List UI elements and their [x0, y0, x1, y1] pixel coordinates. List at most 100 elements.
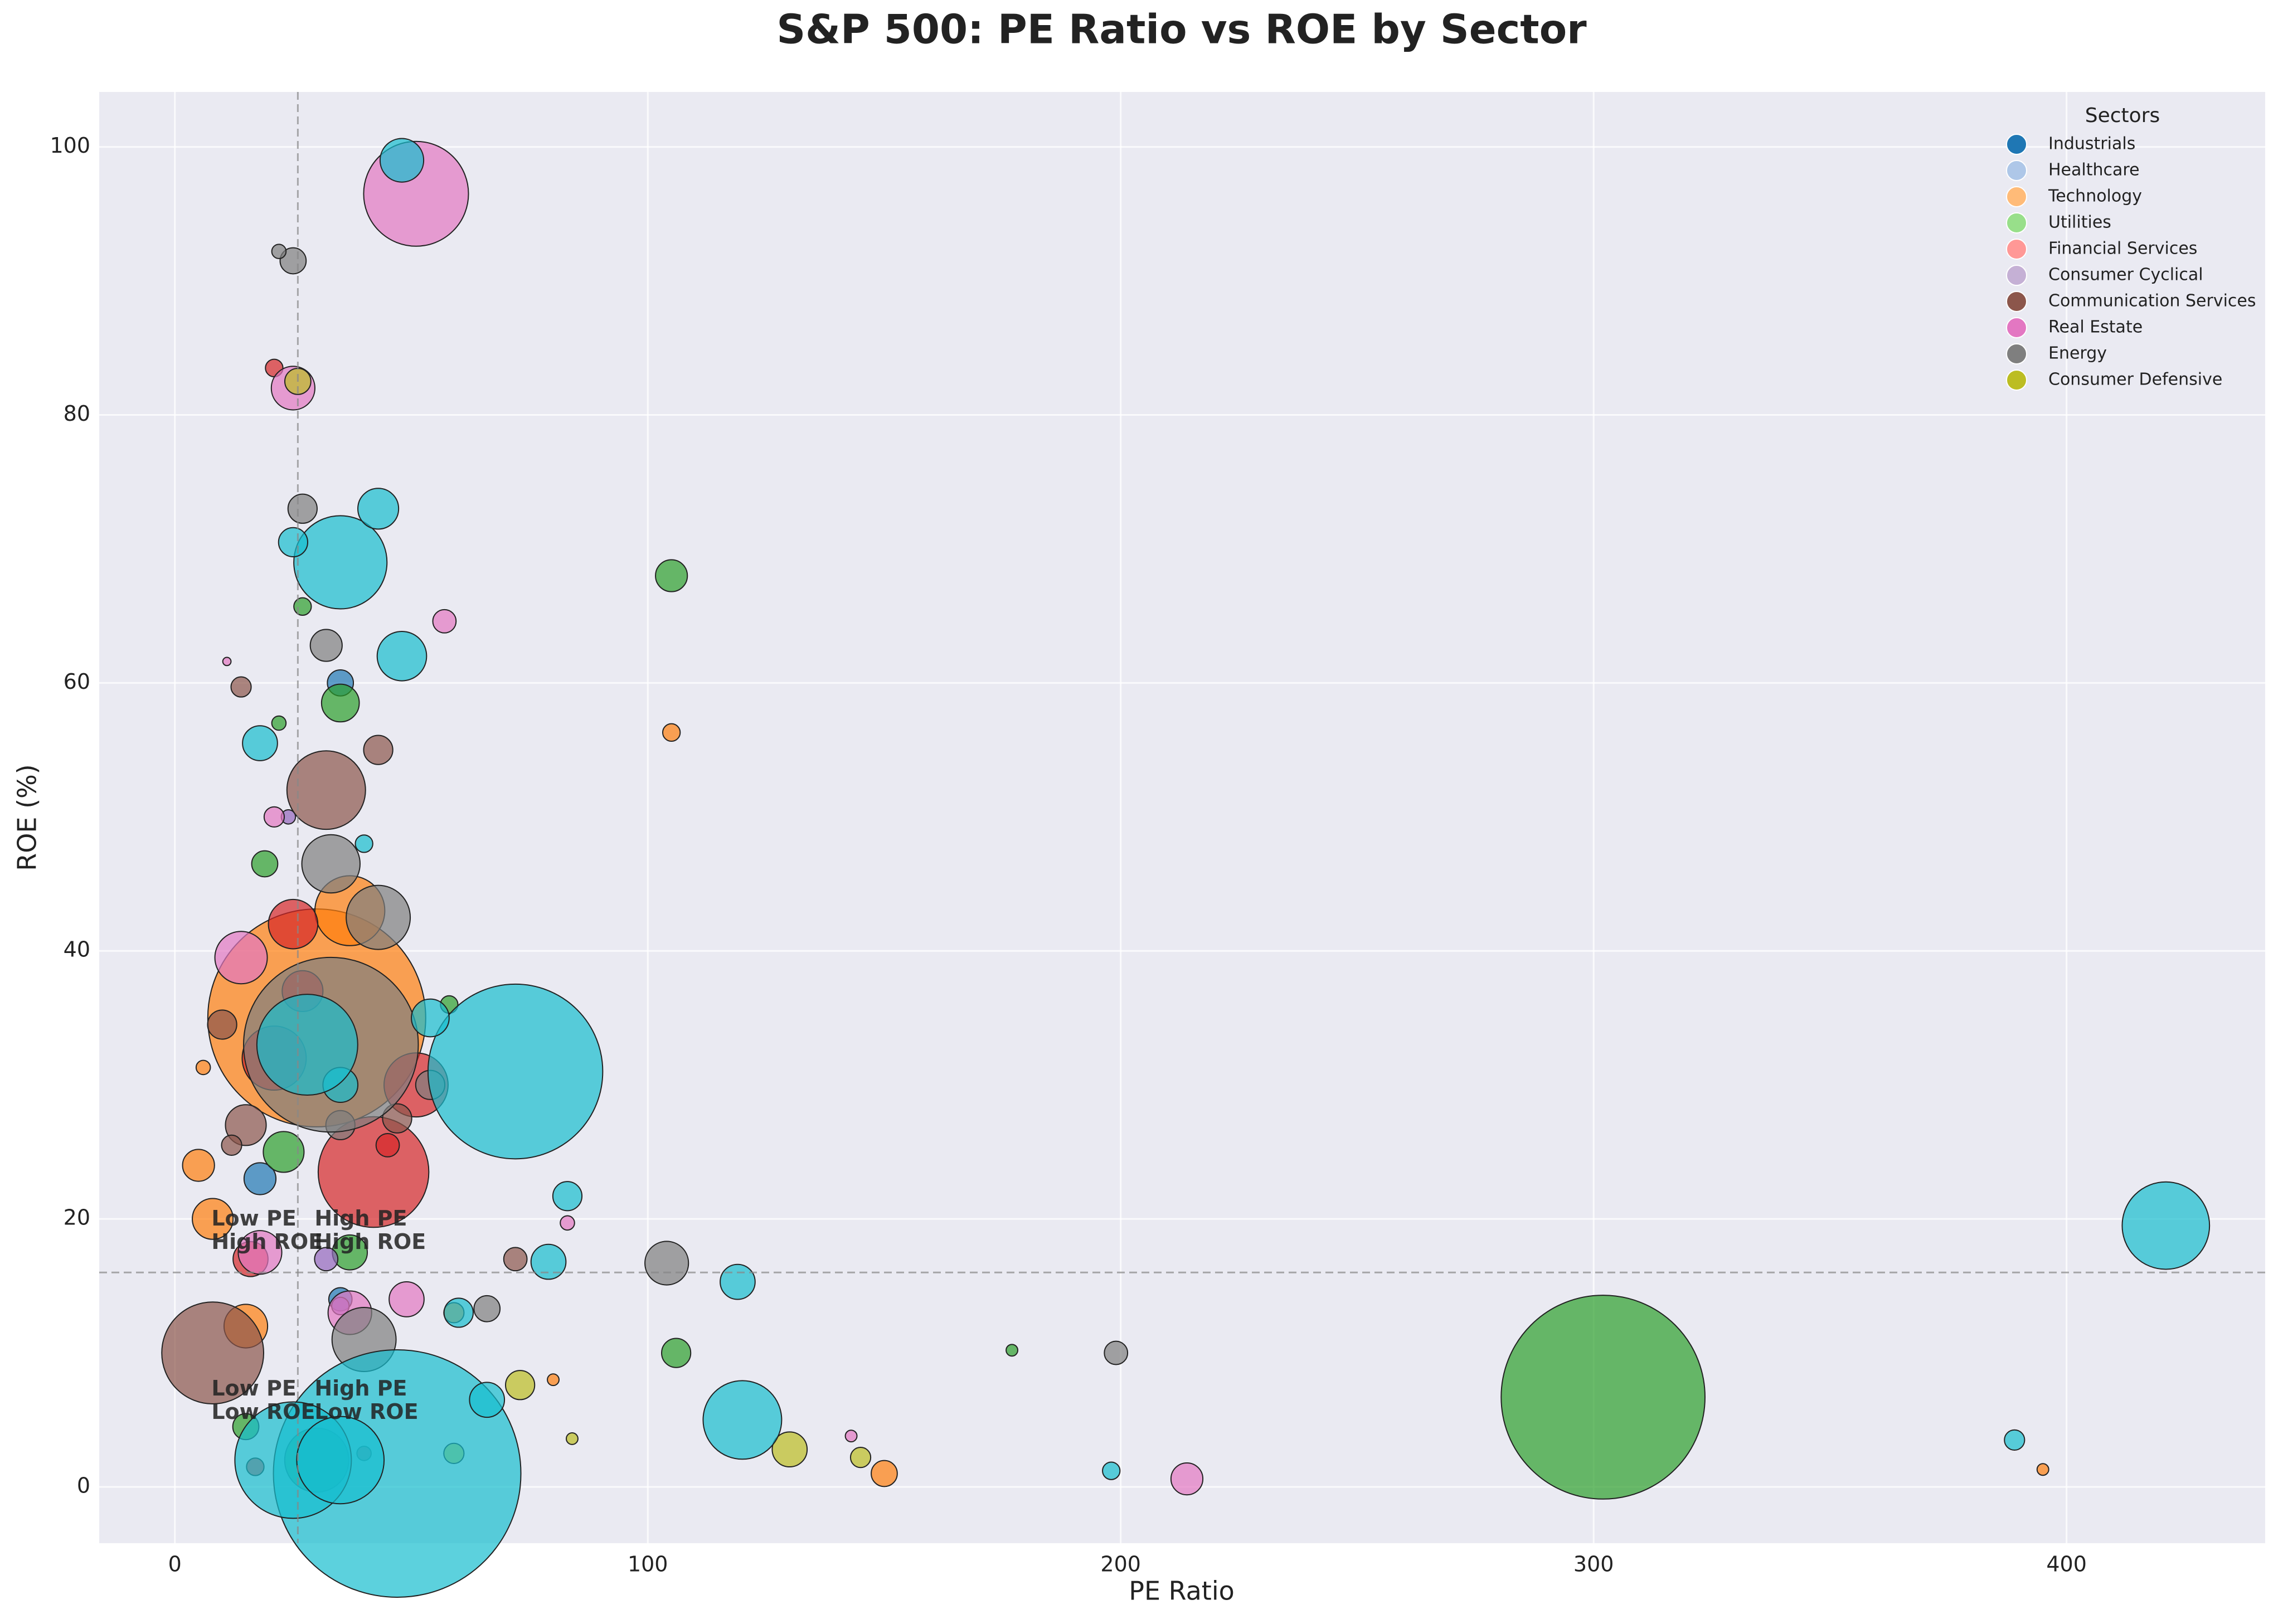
bubble [530, 1243, 567, 1280]
y-tick-label: 80 [64, 401, 90, 426]
quadrant-annotation: Low ROE [314, 1399, 418, 1424]
bubble [263, 1131, 305, 1173]
bubble [278, 527, 308, 558]
chart-title: S&P 500: PE Ratio vs ROE by Sector [776, 6, 1587, 53]
legend-marker [2006, 291, 2027, 312]
bubble [279, 247, 307, 275]
x-tick-label: 400 [2046, 1552, 2087, 1577]
bubble [243, 1162, 277, 1195]
y-tick-label: 40 [64, 937, 90, 962]
y-tick-label: 20 [64, 1205, 90, 1230]
bubble [411, 998, 450, 1038]
quadrant-annotation: Low ROE [211, 1399, 315, 1424]
legend-label: Communication Services [2048, 291, 2256, 311]
bubble [207, 1009, 237, 1040]
bubble [1170, 1462, 1204, 1496]
bubble [296, 1416, 385, 1505]
quadrant-annotation: High ROE [211, 1229, 323, 1254]
legend-marker [2006, 369, 2027, 391]
bubble [1102, 1461, 1121, 1480]
x-tick-label: 0 [168, 1552, 182, 1577]
bubble [375, 1132, 400, 1158]
bubble [547, 1373, 560, 1387]
y-axis-label: ROE (%) [12, 764, 42, 871]
bubble [256, 994, 358, 1096]
bubble [221, 1134, 242, 1156]
legend-marker [2006, 317, 2027, 338]
bubble [849, 1447, 872, 1469]
legend-label: Consumer Defensive [2048, 370, 2222, 390]
x-tick-label: 300 [1573, 1552, 1614, 1577]
legend-marker [2006, 239, 2027, 260]
bubble [222, 657, 232, 667]
x-tick-label: 200 [1100, 1552, 1141, 1577]
quadrant-annotation: High ROE [314, 1229, 426, 1254]
bubble [505, 1370, 536, 1401]
legend-label: Energy [2048, 344, 2107, 363]
bubble [314, 1247, 339, 1272]
bubble [771, 1431, 808, 1468]
bubble [346, 884, 411, 950]
bubble [552, 1181, 583, 1212]
bubble [560, 1215, 575, 1231]
legend-marker [2006, 134, 2027, 155]
y-tick-label: 100 [50, 133, 90, 158]
legend-label: Consumer Cyclical [2048, 265, 2203, 285]
legend-label: Healthcare [2048, 161, 2140, 180]
legend-label: Financial Services [2048, 239, 2197, 259]
bubble [287, 493, 318, 524]
bubble [161, 1301, 265, 1404]
bubble [473, 1295, 501, 1322]
legend-marker [2006, 186, 2027, 207]
bubble [263, 806, 285, 828]
bubble [376, 630, 428, 682]
bubble [195, 1059, 211, 1076]
legend-label: Industrials [2048, 134, 2135, 154]
legend-label: Technology [2048, 187, 2142, 206]
bubble [388, 1281, 425, 1317]
legend-marker [2006, 343, 2027, 364]
bubble [320, 683, 360, 723]
bubble [242, 725, 278, 761]
quadrant-annotation: Low PE [211, 1376, 296, 1401]
bubble [309, 629, 343, 662]
legend-marker [2006, 212, 2027, 234]
legend-marker [2006, 160, 2027, 181]
bubble [469, 1382, 506, 1418]
bubble [443, 1297, 474, 1328]
bubble [357, 488, 400, 530]
y-tick-label: 0 [77, 1474, 90, 1498]
bubble [432, 609, 457, 634]
bubble [363, 735, 394, 765]
bubble [230, 676, 252, 698]
bubble [182, 1149, 215, 1182]
x-tick-label: 100 [628, 1552, 668, 1577]
legend-title: Sectors [2085, 104, 2160, 127]
bubble [2121, 1181, 2211, 1270]
bubble [720, 1263, 756, 1300]
bubble [251, 850, 279, 878]
bubble [237, 1230, 283, 1275]
bubble [379, 138, 425, 183]
bubble [382, 1103, 412, 1134]
quadrant-annotation: High PE [314, 1376, 407, 1401]
bubble [271, 715, 287, 731]
bubble [661, 1338, 692, 1368]
bubble [871, 1460, 898, 1487]
bubble [268, 898, 319, 950]
bubble [662, 723, 681, 742]
bubble [1104, 1340, 1129, 1365]
bubble [286, 750, 366, 830]
bubble [655, 559, 688, 592]
bubble [427, 983, 604, 1160]
bubble [702, 1380, 783, 1460]
bubble [354, 834, 373, 853]
bubble [1500, 1295, 1706, 1500]
bubble [2036, 1463, 2049, 1476]
bubble [293, 515, 388, 610]
bubble [271, 244, 287, 259]
bubble [566, 1432, 579, 1445]
quadrant-annotation: Low PE [211, 1206, 296, 1231]
legend-marker [2006, 265, 2027, 286]
